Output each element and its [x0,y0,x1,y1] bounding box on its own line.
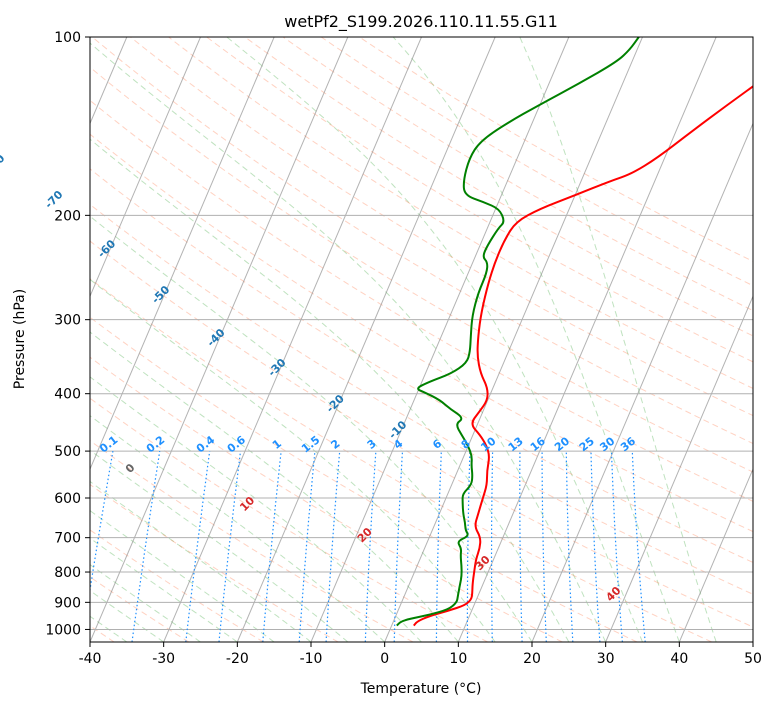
dry-adiabat-line [90,316,638,642]
adiabat-label: -80 [0,152,8,175]
x-tick-label: 0 [380,651,389,667]
moist-adiabat-line [226,37,643,642]
x-tick-label: -10 [300,651,323,667]
isotherm-line [90,37,349,642]
isotherm-line [457,37,717,642]
dry-adiabat-line [90,168,753,563]
chart-title: wetPf2_S199.2026.110.11.55.G11 [284,12,558,32]
dry-adiabat-line [90,440,414,642]
temperature-profile-line [413,85,753,627]
dry-adiabat-line [91,37,753,445]
isotherm-line [163,37,422,642]
y-tick-label: 700 [54,531,81,547]
plot-frame [89,36,754,643]
x-tick-label: 40 [670,651,688,667]
moist-adiabat-line [90,480,312,642]
dry-adiabat-line [90,66,753,473]
y-tick-label: 800 [54,565,81,581]
moist-adiabat-line [90,564,201,642]
mixing-ratio-line [90,451,114,594]
background-lines [90,37,753,642]
x-axis-label: Temperature (°C) [360,681,482,697]
y-tick-label: 600 [54,491,81,507]
dry-adiabat-line [90,356,563,642]
moist-adiabat-line [90,138,570,642]
y-tick-label: 200 [54,208,81,224]
dry-adiabat-line [206,37,753,363]
mixing-ratio-line [131,451,161,642]
x-tick-label: 10 [449,651,467,667]
mixing-ratio-line [218,451,242,642]
isotherm-line [90,37,275,471]
x-tick-label: -30 [152,651,175,667]
moist-adiabat-line [90,589,164,642]
y-tick-label: 400 [54,387,81,403]
y-tick-label: 900 [54,595,81,611]
dry-adiabat-line [90,240,753,628]
moist-adiabat-line [90,278,496,642]
dry-adiabat-line [90,133,753,533]
x-axis: -40 -30 -20 -10 0 10 20 30 40 50 [79,642,762,667]
moist-adiabat-line [90,537,238,642]
profile-lines [396,37,753,627]
dry-adiabat-line [168,37,753,389]
moist-adiabat-line [519,37,717,642]
dry-adiabat-line [130,37,753,417]
y-tick-label: 500 [54,444,81,460]
moist-adiabat-line [392,37,680,642]
moist-adiabat-line [90,331,459,642]
x-tick-label: -40 [79,651,102,667]
moist-adiabat-line [90,415,386,642]
dry-adiabat-line [90,483,339,642]
moist-adiabat-line [90,42,607,642]
mixing-ratio-line [185,451,211,642]
x-tick-label: 30 [597,651,615,667]
moist-adiabat-line [90,510,275,642]
y-tick-label: 100 [54,30,81,46]
isotherm-line [678,467,753,642]
dry-adiabat-line [90,203,753,595]
isotherm-line [90,37,201,298]
isotherm-line [531,122,753,642]
isotherm-line [605,295,753,642]
y-axis-label: Pressure (hPa) [12,289,28,389]
plot-area [90,37,753,642]
isotherm-line [384,37,643,642]
x-tick-label: 20 [523,651,541,667]
y-axis: 100 200 300 400 500 600 700 800 900 1000 [45,30,90,638]
moist-adiabat-line [90,215,533,642]
dewpoint-profile-line [396,37,640,627]
x-tick-label: -20 [226,651,249,667]
isotherm-line [236,37,496,642]
y-tick-label: 300 [54,313,81,329]
y-tick-label: 1000 [45,622,81,638]
x-tick-label: 50 [744,651,762,667]
isotherm-line [310,37,570,642]
